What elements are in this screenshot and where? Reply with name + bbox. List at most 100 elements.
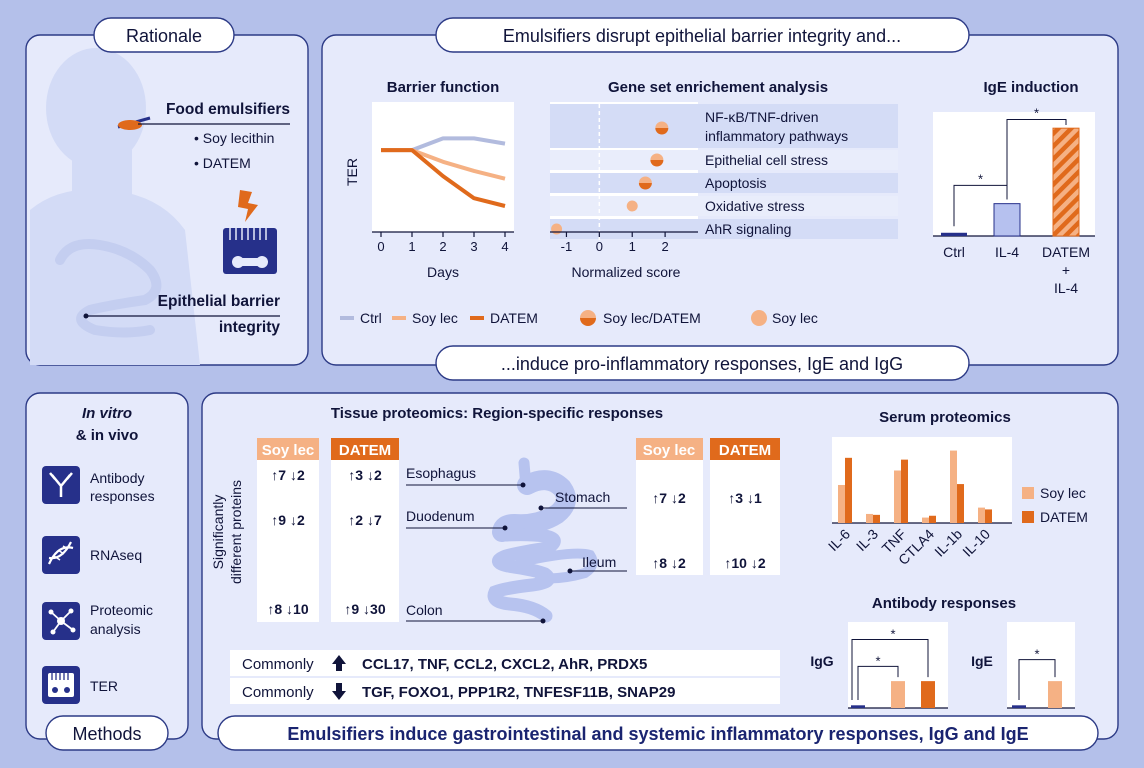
igg-bars: ** xyxy=(851,626,935,708)
datem-header-left-label: DATEM xyxy=(339,442,391,459)
lightning-icon xyxy=(238,190,258,222)
food-item-2: • DATEM xyxy=(194,155,251,171)
legend-soy-datem: Soy lec/DATEM xyxy=(603,310,701,326)
igg-sig-star: * xyxy=(890,626,895,641)
method-ter: TER xyxy=(42,666,118,704)
gsea-category-label: Oxidative stress xyxy=(705,198,805,214)
gsea-category-label: NF-κB/TNF-driven xyxy=(705,109,819,125)
gsea-tick-label: 2 xyxy=(661,239,668,254)
serum-bar xyxy=(873,514,880,523)
datem-header-right-label: DATEM xyxy=(719,442,771,459)
antibody-bar xyxy=(851,705,865,708)
barrier-line-2: integrity xyxy=(219,319,281,336)
serum-bar xyxy=(950,450,957,523)
stomach-soy: ↑7 ↓2 xyxy=(652,490,686,506)
gsea-row-band xyxy=(550,173,698,193)
ige-area xyxy=(1007,622,1075,708)
serum-legend-datem: DATEM xyxy=(1040,509,1088,525)
top-footer-pill xyxy=(435,345,970,381)
ige-resp-sig-bracket xyxy=(1018,659,1056,700)
serum-bar xyxy=(957,484,964,523)
barrier-chart-area xyxy=(372,102,514,232)
method-label-1b: responses xyxy=(90,488,155,504)
gsea-row-label-band xyxy=(698,196,898,216)
gsea-row-label-band xyxy=(698,219,898,239)
legend-soy-dot xyxy=(751,310,767,326)
gsea-point xyxy=(551,223,563,235)
gsea-row-label-band xyxy=(698,104,898,148)
bottom-footer-pill xyxy=(217,715,1099,751)
method-rnaseq: RNAseq xyxy=(42,536,142,574)
gsea-point-bottom xyxy=(650,160,664,167)
serum-bar xyxy=(929,515,936,523)
common-down-genes: TGF, FOXO1, PPP1R2, TNFESF11B, SNAP29 xyxy=(362,684,675,701)
stomach-datem: ↑3 ↓1 xyxy=(728,490,762,506)
colon-soy: ↑8 ↓10 xyxy=(267,601,308,617)
methods-title-2: & in vivo xyxy=(76,427,139,444)
method-label-3a: Proteomic xyxy=(90,602,153,618)
common-up-row xyxy=(230,650,780,676)
organ-colon: Colon xyxy=(406,602,443,618)
igg-sig-star: * xyxy=(875,653,880,668)
spoon-icon xyxy=(117,116,151,130)
method-proteomic: Proteomic analysis xyxy=(42,602,153,640)
esophagus-datem: ↑3 ↓2 xyxy=(348,467,382,483)
serum-bar xyxy=(978,507,985,523)
gsea-point-bottom xyxy=(655,128,669,135)
serum-bar xyxy=(845,457,852,523)
barrier-ylabel: TER xyxy=(344,158,360,186)
serum-bar xyxy=(866,513,873,523)
serum-title: Serum proteomics xyxy=(879,409,1011,426)
tissue-title: Tissue proteomics: Region-specific respo… xyxy=(331,405,663,422)
ige-resp-bars: * xyxy=(1012,647,1062,708)
barrier-ticks: 0 1 2 3 4 xyxy=(377,232,509,254)
soy-header-right xyxy=(636,438,703,460)
gsea-category-label: Apoptosis xyxy=(705,175,766,191)
datem-col-right xyxy=(710,460,780,575)
bottom-footer: Emulsifiers induce gastrointestinal and … xyxy=(287,724,1028,744)
gsea-row-band xyxy=(550,219,698,239)
gsea-point xyxy=(626,200,638,212)
method-label-2: RNAseq xyxy=(90,547,142,563)
ige-category-label: Ctrl xyxy=(943,244,965,260)
method-antibody: Antibody responses xyxy=(42,466,155,504)
ige-bars: Ctrl IL-4 DATEM + IL-4 * * xyxy=(941,106,1090,296)
barrier-line-1: Epithelial barrier xyxy=(158,293,280,310)
gi-tract-icon xyxy=(487,457,598,623)
rationale-title: Rationale xyxy=(126,26,202,46)
antibody-bar xyxy=(1012,705,1026,708)
soy-header-right-label: Soy lec xyxy=(643,442,696,459)
gsea-point-bottom xyxy=(638,183,652,190)
barrier-tick-label: 4 xyxy=(501,239,508,254)
ige-category-label: IL-4 xyxy=(1054,280,1078,296)
gsea-row-label-band xyxy=(698,173,898,193)
barrier-tick-label: 0 xyxy=(377,239,384,254)
igg-sig-bracket-1 xyxy=(857,665,899,700)
intestine-icon xyxy=(55,239,162,338)
common-down-label: Commonly xyxy=(242,684,314,701)
ige-category-label: IL-4 xyxy=(995,244,1019,260)
esophagus-soy: ↑7 ↓2 xyxy=(271,467,305,483)
barrier-xlabel: Days xyxy=(427,264,459,280)
legend-datem: DATEM xyxy=(490,310,538,326)
ige-category-label: + xyxy=(1062,262,1070,278)
serum-legend-soy: Soy lec xyxy=(1040,485,1086,501)
common-down-row xyxy=(230,678,780,704)
human-silhouette-icon xyxy=(30,48,200,365)
food-item-1: • Soy lecithin xyxy=(194,130,274,146)
ige-bar-0 xyxy=(941,232,967,236)
ige-sig-bracket-2 xyxy=(1006,119,1067,200)
top-footer: ...induce pro-inflammatory responses, Ig… xyxy=(501,354,903,374)
gsea-ticks: -1 0 1 2 xyxy=(561,232,669,254)
legend-soy-only: Soy lec xyxy=(772,310,818,326)
gsea-category-label: Epithelial cell stress xyxy=(705,152,828,168)
up-arrow-icon xyxy=(332,655,346,671)
epithelium-icon xyxy=(223,228,277,274)
ileum-soy: ↑8 ↓2 xyxy=(652,555,686,571)
igg-sig-bracket-2 xyxy=(851,638,929,700)
gsea-row-label-band xyxy=(698,150,898,170)
ige-sig-star: * xyxy=(1034,106,1039,121)
gsea-tick-label: 1 xyxy=(629,239,636,254)
antibody-bar xyxy=(1048,681,1062,708)
organ-stomach: Stomach xyxy=(555,489,610,505)
